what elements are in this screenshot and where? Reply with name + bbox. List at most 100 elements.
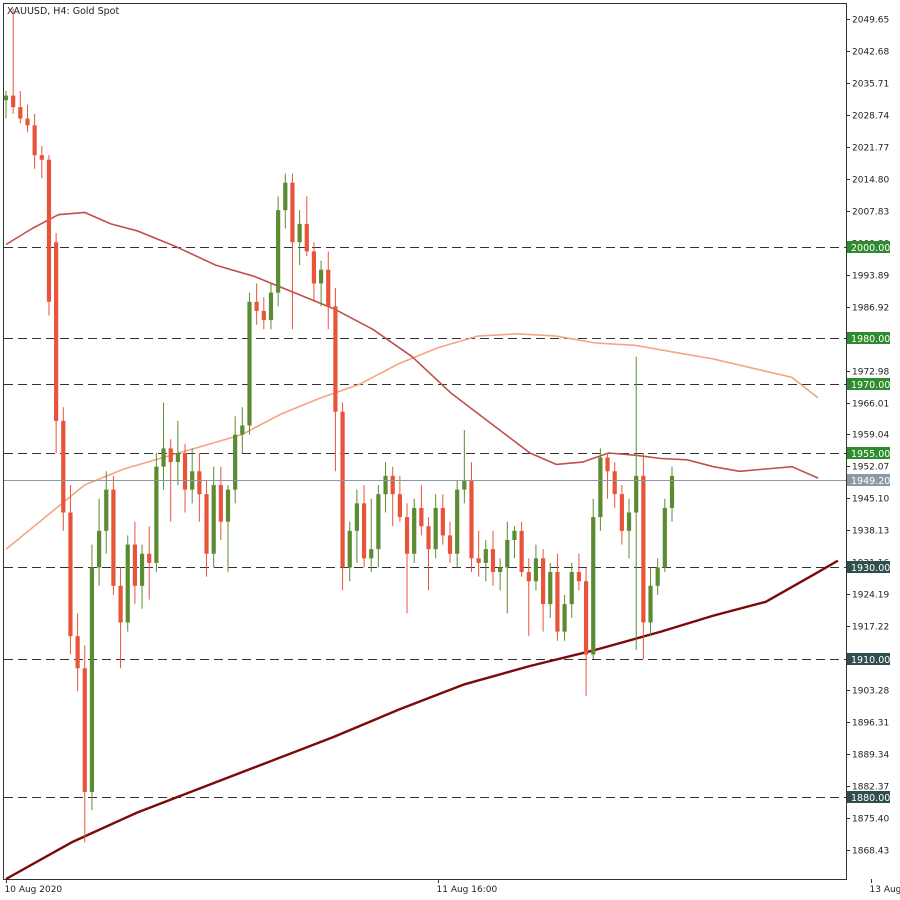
candlesticks <box>3 8 675 843</box>
candle <box>240 407 245 453</box>
candle <box>233 416 238 504</box>
x-tick-label: 10 Aug 2020 <box>5 885 63 895</box>
candle-body <box>619 494 624 531</box>
candle <box>132 521 138 605</box>
candle <box>634 356 639 650</box>
candle-body <box>197 471 202 495</box>
candle <box>655 558 660 595</box>
candle-body <box>268 292 274 321</box>
candle <box>455 480 460 568</box>
candle-body <box>82 668 87 792</box>
candle-body <box>498 567 503 573</box>
level-badge: 1980.00 <box>851 334 890 345</box>
y-tick-label: 2035.71 <box>852 80 889 90</box>
candle-body <box>233 434 238 490</box>
candle <box>111 475 116 595</box>
candle-body <box>326 269 331 307</box>
candle-body <box>490 549 496 573</box>
candle-body <box>261 310 266 321</box>
candle-body <box>39 155 44 160</box>
candle-body <box>462 480 467 490</box>
candle <box>204 480 209 577</box>
candle <box>505 521 510 614</box>
candle-body <box>46 159 52 302</box>
candle-body <box>469 480 474 559</box>
candle <box>591 498 596 660</box>
candle <box>197 452 202 522</box>
candle-body <box>290 182 295 243</box>
x-tick-label: 13 Aug 00:00 <box>870 885 900 895</box>
ma-mid-line <box>5 333 819 550</box>
candle <box>397 475 402 522</box>
y-tick-label: 1889.34 <box>852 751 889 761</box>
candle <box>82 645 87 843</box>
candle <box>54 233 59 453</box>
candle <box>369 498 374 573</box>
candle-body <box>161 448 166 467</box>
candle <box>161 402 166 490</box>
y-tick-label: 1924.19 <box>852 591 889 601</box>
price-badge: 1949.20 <box>851 476 890 487</box>
y-tick-label: 1959.04 <box>852 431 889 441</box>
candle-body <box>598 457 603 518</box>
candle-body <box>175 452 180 463</box>
candle-body <box>591 517 596 655</box>
candle <box>139 544 145 609</box>
candle-body <box>139 553 145 586</box>
candle <box>354 489 360 563</box>
candle-body <box>583 581 589 655</box>
candle-body <box>283 182 288 211</box>
candle <box>526 558 531 637</box>
plot-area-frame <box>3 3 847 880</box>
candle-body <box>254 301 259 311</box>
candle <box>247 292 252 435</box>
candle-body <box>318 269 324 284</box>
ma-fast-line <box>5 211 819 479</box>
candle <box>490 530 496 586</box>
candle <box>447 521 453 563</box>
y-tick-label: 1966.01 <box>852 400 889 410</box>
level-badge: 1930.00 <box>851 563 890 574</box>
candle-body <box>3 95 9 101</box>
candle <box>39 146 44 179</box>
candle-body <box>32 125 37 156</box>
candle <box>25 104 30 133</box>
level-badge: 1955.00 <box>851 449 890 460</box>
candle <box>583 567 589 696</box>
candle-body <box>168 448 173 463</box>
level-badge-bg <box>847 241 890 253</box>
y-tick-label: 1972.98 <box>852 368 889 378</box>
y-tick-label: 1875.40 <box>852 815 889 825</box>
candle <box>32 113 37 169</box>
candle <box>61 407 66 531</box>
level-badge-bg <box>847 378 890 390</box>
candle <box>569 562 574 618</box>
candle-body <box>104 489 109 531</box>
candle-body <box>225 489 231 522</box>
candle-body <box>526 572 531 582</box>
x-tick-label: 11 Aug 16:00 <box>437 885 498 895</box>
candle-body <box>147 553 152 563</box>
candle <box>68 485 73 655</box>
candle <box>498 558 503 591</box>
candle <box>612 462 617 508</box>
candle <box>18 91 23 124</box>
candle-body <box>25 118 30 126</box>
candle <box>276 196 281 307</box>
candle-body <box>412 507 417 554</box>
candle-body <box>634 475 639 513</box>
y-tick-label: 2007.83 <box>852 208 889 218</box>
candle <box>125 535 130 632</box>
candle-body <box>641 475 646 623</box>
candle-body <box>390 475 395 495</box>
candle <box>283 173 288 229</box>
candle-body <box>132 544 138 586</box>
candle-body <box>304 223 309 252</box>
candle <box>218 466 223 540</box>
candle <box>154 452 159 573</box>
candle <box>619 485 624 545</box>
y-tick-label: 1945.10 <box>852 495 889 505</box>
candle <box>261 297 266 330</box>
candle <box>476 530 481 577</box>
candle <box>440 494 445 545</box>
